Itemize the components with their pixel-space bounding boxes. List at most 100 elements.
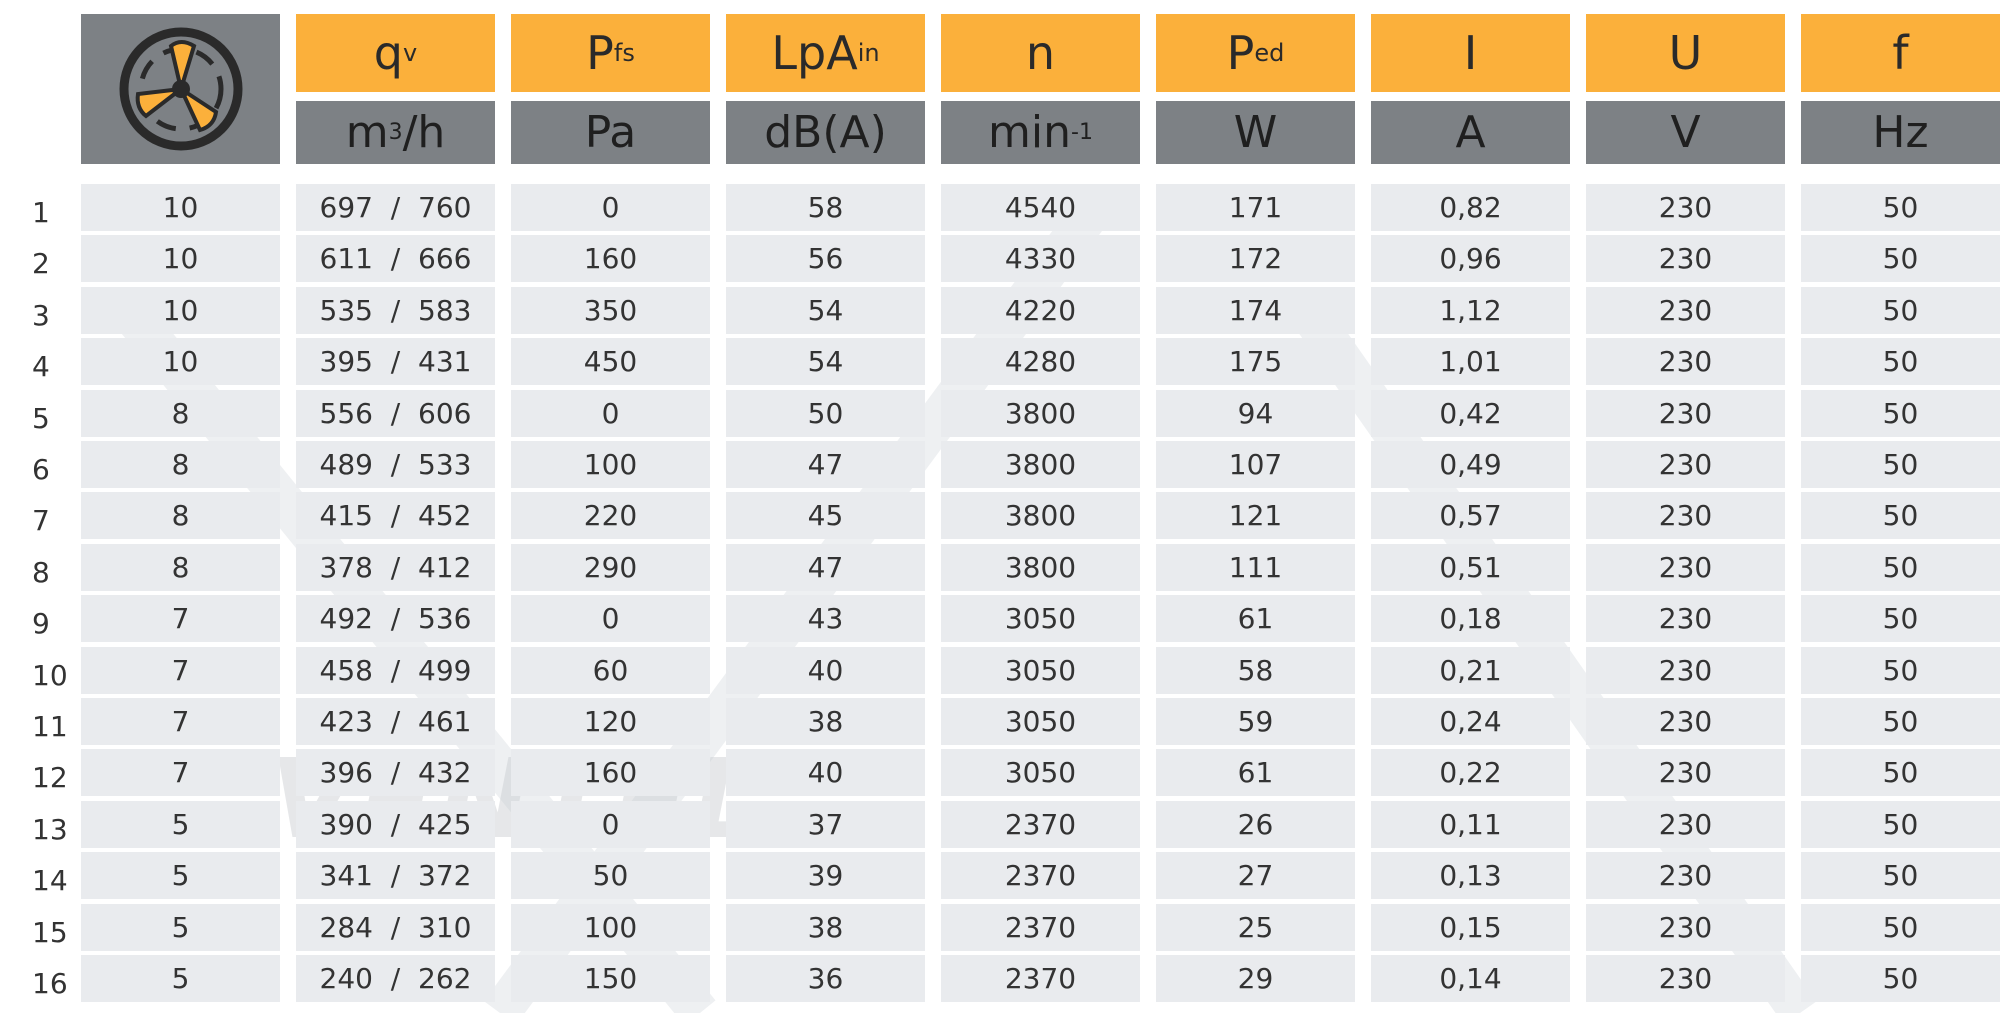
- table-cell: 174: [1156, 286, 1355, 334]
- table-cell: 50: [1801, 903, 2000, 951]
- table-cell: 230: [1586, 286, 1785, 334]
- table-cell: 61: [1156, 749, 1355, 797]
- table-cell: 3800: [941, 441, 1140, 488]
- table-cell: 0: [511, 595, 710, 643]
- header-symbol: n: [941, 14, 1140, 92]
- symbol: U: [1668, 26, 1703, 80]
- table-cell: 45: [726, 492, 925, 540]
- row-number: 13: [32, 812, 68, 846]
- header-unit: dB(A): [726, 101, 925, 164]
- table-cell: 50: [1801, 698, 2000, 745]
- table-cell: 390 / 425: [296, 800, 495, 848]
- header-symbol: I: [1371, 14, 1570, 92]
- table-cell: 40: [726, 749, 925, 797]
- table-cell: 172: [1156, 235, 1355, 283]
- table-cell: 0: [511, 184, 710, 231]
- table-cell: 230: [1586, 955, 1785, 1002]
- table-cell: 3050: [941, 698, 1140, 745]
- table-cell: 61: [1156, 595, 1355, 643]
- table-cell: 611 / 666: [296, 235, 495, 283]
- table-cell: 230: [1586, 698, 1785, 745]
- table-cell: 50: [1801, 543, 2000, 591]
- table-cell: 50: [726, 389, 925, 437]
- table-cell: 290: [511, 543, 710, 591]
- row-number: 2: [32, 247, 50, 281]
- table-cell: 230: [1586, 441, 1785, 488]
- table-cell: 7: [81, 749, 280, 797]
- table-cell: 230: [1586, 338, 1785, 386]
- table-cell: 230: [1586, 852, 1785, 900]
- table-cell: 0: [511, 800, 710, 848]
- table-cell: 58: [1156, 646, 1355, 694]
- table-cell: 36: [726, 955, 925, 1002]
- row-number: 10: [32, 658, 68, 692]
- table-cell: 4330: [941, 235, 1140, 283]
- table-cell: 3050: [941, 749, 1140, 797]
- table-cell: 0,49: [1371, 441, 1570, 488]
- table-cell: 38: [726, 698, 925, 745]
- table-cell: 5: [81, 955, 280, 1002]
- table-cell: 43: [726, 595, 925, 643]
- unit: A: [1455, 107, 1486, 158]
- table-cell: 8: [81, 543, 280, 591]
- table-cell: 0,82: [1371, 184, 1570, 231]
- row-number: 4: [32, 350, 50, 384]
- table-cell: 171: [1156, 184, 1355, 231]
- symbol: LpA: [771, 26, 858, 80]
- header-symbol: LpA in: [726, 14, 925, 92]
- row-number: 5: [32, 401, 50, 435]
- table-cell: 56: [726, 235, 925, 283]
- table-cell: 58: [726, 184, 925, 231]
- table-cell: 50: [1801, 235, 2000, 283]
- table-cell: 4220: [941, 286, 1140, 334]
- table-cell: 8: [81, 441, 280, 488]
- table-cell: 4280: [941, 338, 1140, 386]
- table-cell: 240 / 262: [296, 955, 495, 1002]
- table-cell: 341 / 372: [296, 852, 495, 900]
- table-cell: 50: [1801, 595, 2000, 643]
- table-cell: 220: [511, 492, 710, 540]
- table-cell: 50: [1801, 852, 2000, 900]
- table-cell: 100: [511, 441, 710, 488]
- unit: m: [345, 107, 389, 158]
- table-cell: 1,01: [1371, 338, 1570, 386]
- table-cell: 50: [1801, 955, 2000, 1002]
- table-cell: 230: [1586, 389, 1785, 437]
- table-cell: 94: [1156, 389, 1355, 437]
- symbol: P: [586, 26, 614, 80]
- unit: dB(A): [764, 107, 887, 158]
- table-cell: 50: [1801, 286, 2000, 334]
- table-cell: 230: [1586, 646, 1785, 694]
- table-cell: 38: [726, 903, 925, 951]
- table-cell: 492 / 536: [296, 595, 495, 643]
- symbol: I: [1463, 26, 1478, 80]
- table-cell: 0,51: [1371, 543, 1570, 591]
- table-cell: 230: [1586, 800, 1785, 848]
- table-cell: 50: [1801, 338, 2000, 386]
- table-cell: 230: [1586, 903, 1785, 951]
- table-cell: 2370: [941, 852, 1140, 900]
- table-cell: 3800: [941, 543, 1140, 591]
- table-cell: 556 / 606: [296, 389, 495, 437]
- table-cell: 458 / 499: [296, 646, 495, 694]
- table-cell: 150: [511, 955, 710, 1002]
- header-unit: Hz: [1801, 101, 2000, 164]
- table-cell: 47: [726, 543, 925, 591]
- row-number: 16: [32, 967, 68, 1000]
- table-cell: 0: [511, 389, 710, 437]
- table-cell: 27: [1156, 852, 1355, 900]
- unit: min: [988, 107, 1072, 158]
- table-cell: 2370: [941, 903, 1140, 951]
- table-cell: 47: [726, 441, 925, 488]
- table-cell: 5: [81, 800, 280, 848]
- table-cell: 3050: [941, 595, 1140, 643]
- unit-superscript: -1: [1071, 120, 1093, 145]
- table-cell: 10: [81, 184, 280, 231]
- table-cell: 8: [81, 492, 280, 540]
- table-cell: 3800: [941, 492, 1140, 540]
- table-cell: 0,96: [1371, 235, 1570, 283]
- table-cell: 7: [81, 646, 280, 694]
- header-unit: A: [1371, 101, 1570, 164]
